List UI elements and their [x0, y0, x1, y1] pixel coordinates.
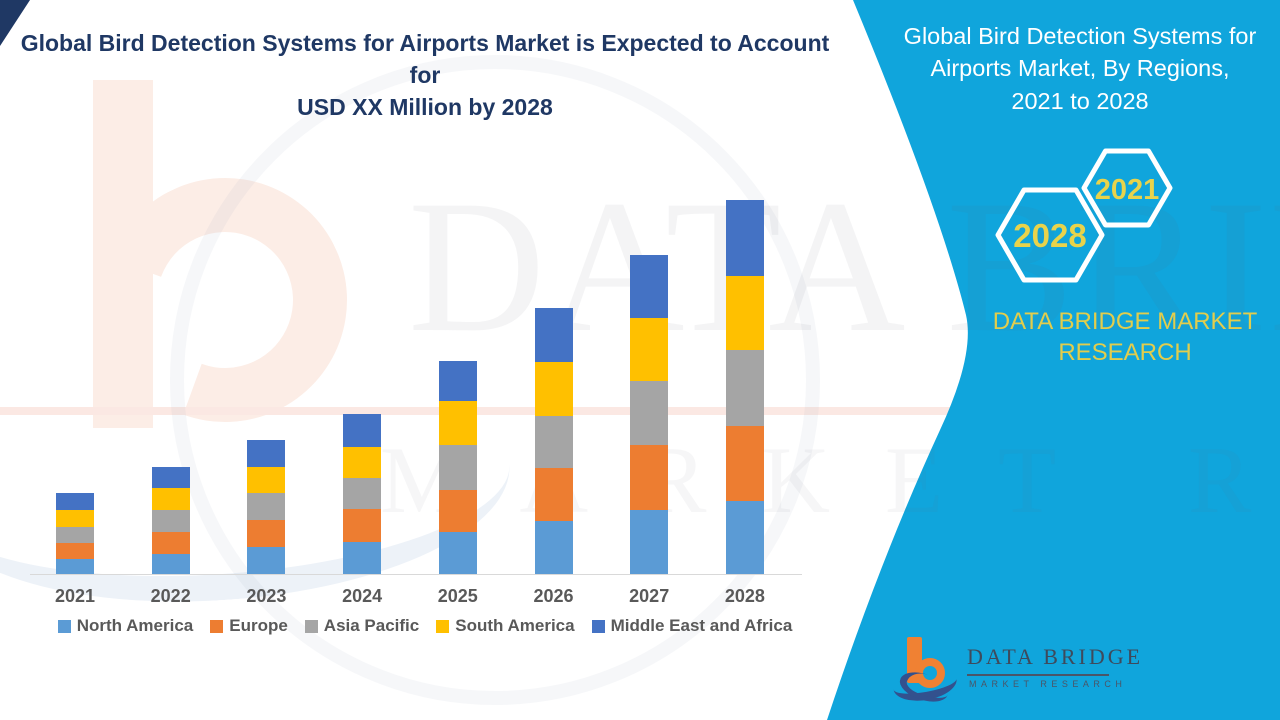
legend-swatch-icon — [436, 619, 450, 633]
side-panel-heading: Global Bird Detection Systems for Airpor… — [880, 20, 1280, 117]
legend-label: North America — [76, 616, 194, 635]
logo-name-text: DATA BRIDGE — [967, 644, 1144, 669]
bar-2028 — [725, 198, 764, 574]
bar-segment-2026-north-america — [534, 521, 573, 574]
bar-segment-2025-europe — [438, 490, 477, 532]
bar-segment-2022-north-america — [151, 554, 190, 574]
bar-2024 — [343, 198, 382, 574]
bar-segment-2025-north-america — [438, 532, 477, 574]
bar-segment-2022-europe — [151, 532, 190, 554]
bar-segment-2021-north-america — [56, 559, 94, 574]
bar-segment-2023-asia-pacific — [247, 493, 286, 520]
chart-title-line2: USD XX Million by 2028 — [297, 94, 553, 121]
bar-2026 — [534, 198, 573, 574]
brand-name-line2: RESEARCH — [1058, 339, 1192, 367]
bar-segment-2023-middle-east-and-africa — [247, 440, 286, 467]
legend-item-middle-east-and-africa: Middle East and Africa — [591, 616, 793, 636]
side-panel-heading-line3: 2021 to 2028 — [1011, 87, 1149, 114]
bar-segment-2028-north-america — [725, 501, 764, 574]
bar-2021 — [56, 198, 94, 574]
side-panel-heading-line2: Airports Market, By Regions, — [930, 55, 1230, 82]
logo-b-bowl-icon — [915, 658, 945, 688]
bar-segment-2027-middle-east-and-africa — [630, 255, 669, 318]
x-axis-label-2024: 2024 — [342, 586, 383, 606]
year-badges: 2028 2021 — [995, 148, 1173, 283]
bar-segment-2028-middle-east-and-africa — [725, 200, 764, 276]
bar-segment-2028-europe — [725, 426, 764, 501]
chart-title-line1: Global Bird Detection Systems for Airpor… — [20, 30, 830, 89]
side-panel-brand-name: DATA BRIDGE MARKET RESEARCH — [950, 306, 1280, 368]
bar-segment-2028-south-america — [725, 276, 764, 350]
watermark-text-market-research: MARKET RESEARCH — [380, 427, 1280, 533]
x-axis-label-2021: 2021 — [54, 586, 96, 606]
bar-segment-2028-asia-pacific — [725, 350, 764, 426]
logo-divider-line — [967, 674, 1109, 676]
bar-segment-2026-south-america — [534, 362, 573, 416]
bar-segment-2027-south-america — [630, 318, 669, 381]
bar-segment-2025-asia-pacific — [438, 445, 477, 490]
bar-segment-2021-europe — [56, 543, 94, 559]
bar-2023 — [247, 198, 286, 574]
data-bridge-logo: DATA BRIDGE MARKET RESEARCH — [890, 634, 1140, 709]
bar-segment-2022-asia-pacific — [151, 510, 190, 532]
x-axis-label-2023: 2023 — [246, 586, 287, 606]
legend-label: South America — [455, 616, 575, 635]
bar-segment-2023-north-america — [247, 547, 286, 574]
bar-segment-2022-middle-east-and-africa — [151, 467, 190, 488]
bar-segment-2027-europe — [630, 445, 669, 510]
bar-2025 — [438, 198, 477, 574]
bar-segment-2023-south-america — [247, 467, 286, 493]
legend-swatch-icon — [210, 619, 224, 633]
bar-segment-2024-europe — [343, 509, 382, 542]
badge-year-2028: 2028 — [1013, 217, 1086, 254]
legend-label: Middle East and Africa — [610, 616, 793, 635]
bar-segment-2021-middle-east-and-africa — [56, 493, 94, 510]
legend-item-north-america: North America — [57, 616, 194, 636]
bar-segment-2024-south-america — [343, 447, 382, 478]
bar-segment-2021-asia-pacific — [56, 527, 94, 543]
bar-segment-2022-south-america — [151, 488, 190, 510]
legend-item-south-america: South America — [436, 616, 575, 636]
x-axis-label-2027: 2027 — [629, 586, 670, 606]
badge-year-2021: 2021 — [1095, 174, 1160, 206]
legend-label: Asia Pacific — [323, 616, 420, 635]
bar-segment-2026-asia-pacific — [534, 416, 573, 468]
logo-tagline-text: MARKET RESEARCH — [969, 679, 1127, 689]
plot-area — [30, 198, 802, 575]
bar-segment-2024-asia-pacific — [343, 478, 382, 509]
side-panel-heading-line1: Global Bird Detection Systems for — [903, 23, 1257, 49]
hexagon-badge-2021: 2021 — [1081, 148, 1173, 228]
x-axis-label-2022: 2022 — [150, 586, 191, 606]
x-axis-label-2026: 2026 — [533, 586, 574, 606]
x-axis-label-2025: 2025 — [437, 586, 478, 606]
bar-segment-2027-north-america — [630, 510, 669, 574]
legend-swatch-icon — [57, 619, 71, 633]
bar-2027 — [630, 198, 669, 574]
hexagon-badge-2028: 2028 — [995, 187, 1105, 283]
legend-swatch-icon — [304, 619, 318, 633]
bar-2022 — [151, 198, 190, 574]
bar-segment-2023-europe — [247, 520, 286, 547]
bar-segment-2024-north-america — [343, 542, 382, 574]
bar-segment-2025-middle-east-and-africa — [438, 361, 477, 401]
bar-segment-2027-asia-pacific — [630, 381, 669, 445]
x-axis-label-2028: 2028 — [724, 586, 765, 606]
chart-title: Global Bird Detection Systems for Airpor… — [15, 27, 835, 124]
legend-item-asia-pacific: Asia Pacific — [304, 616, 420, 636]
legend-item-europe: Europe — [210, 616, 288, 636]
x-axis: 2021 2022 2023 2024 2025 2026 2027 2028 — [30, 586, 802, 612]
bar-segment-2026-middle-east-and-africa — [534, 308, 573, 362]
watermark-logo-b-stem — [93, 80, 153, 428]
legend-swatch-icon — [591, 619, 605, 633]
legend-label: Europe — [229, 616, 288, 635]
bar-segment-2026-europe — [534, 468, 573, 521]
bar-segment-2021-south-america — [56, 510, 94, 527]
bar-segment-2025-south-america — [438, 401, 477, 445]
chart-legend: North America Europe Asia Pacific South Ame… — [30, 616, 820, 636]
bar-segment-2024-middle-east-and-africa — [343, 414, 382, 447]
brand-name-line1: DATA BRIDGE MARKET — [992, 308, 1258, 335]
